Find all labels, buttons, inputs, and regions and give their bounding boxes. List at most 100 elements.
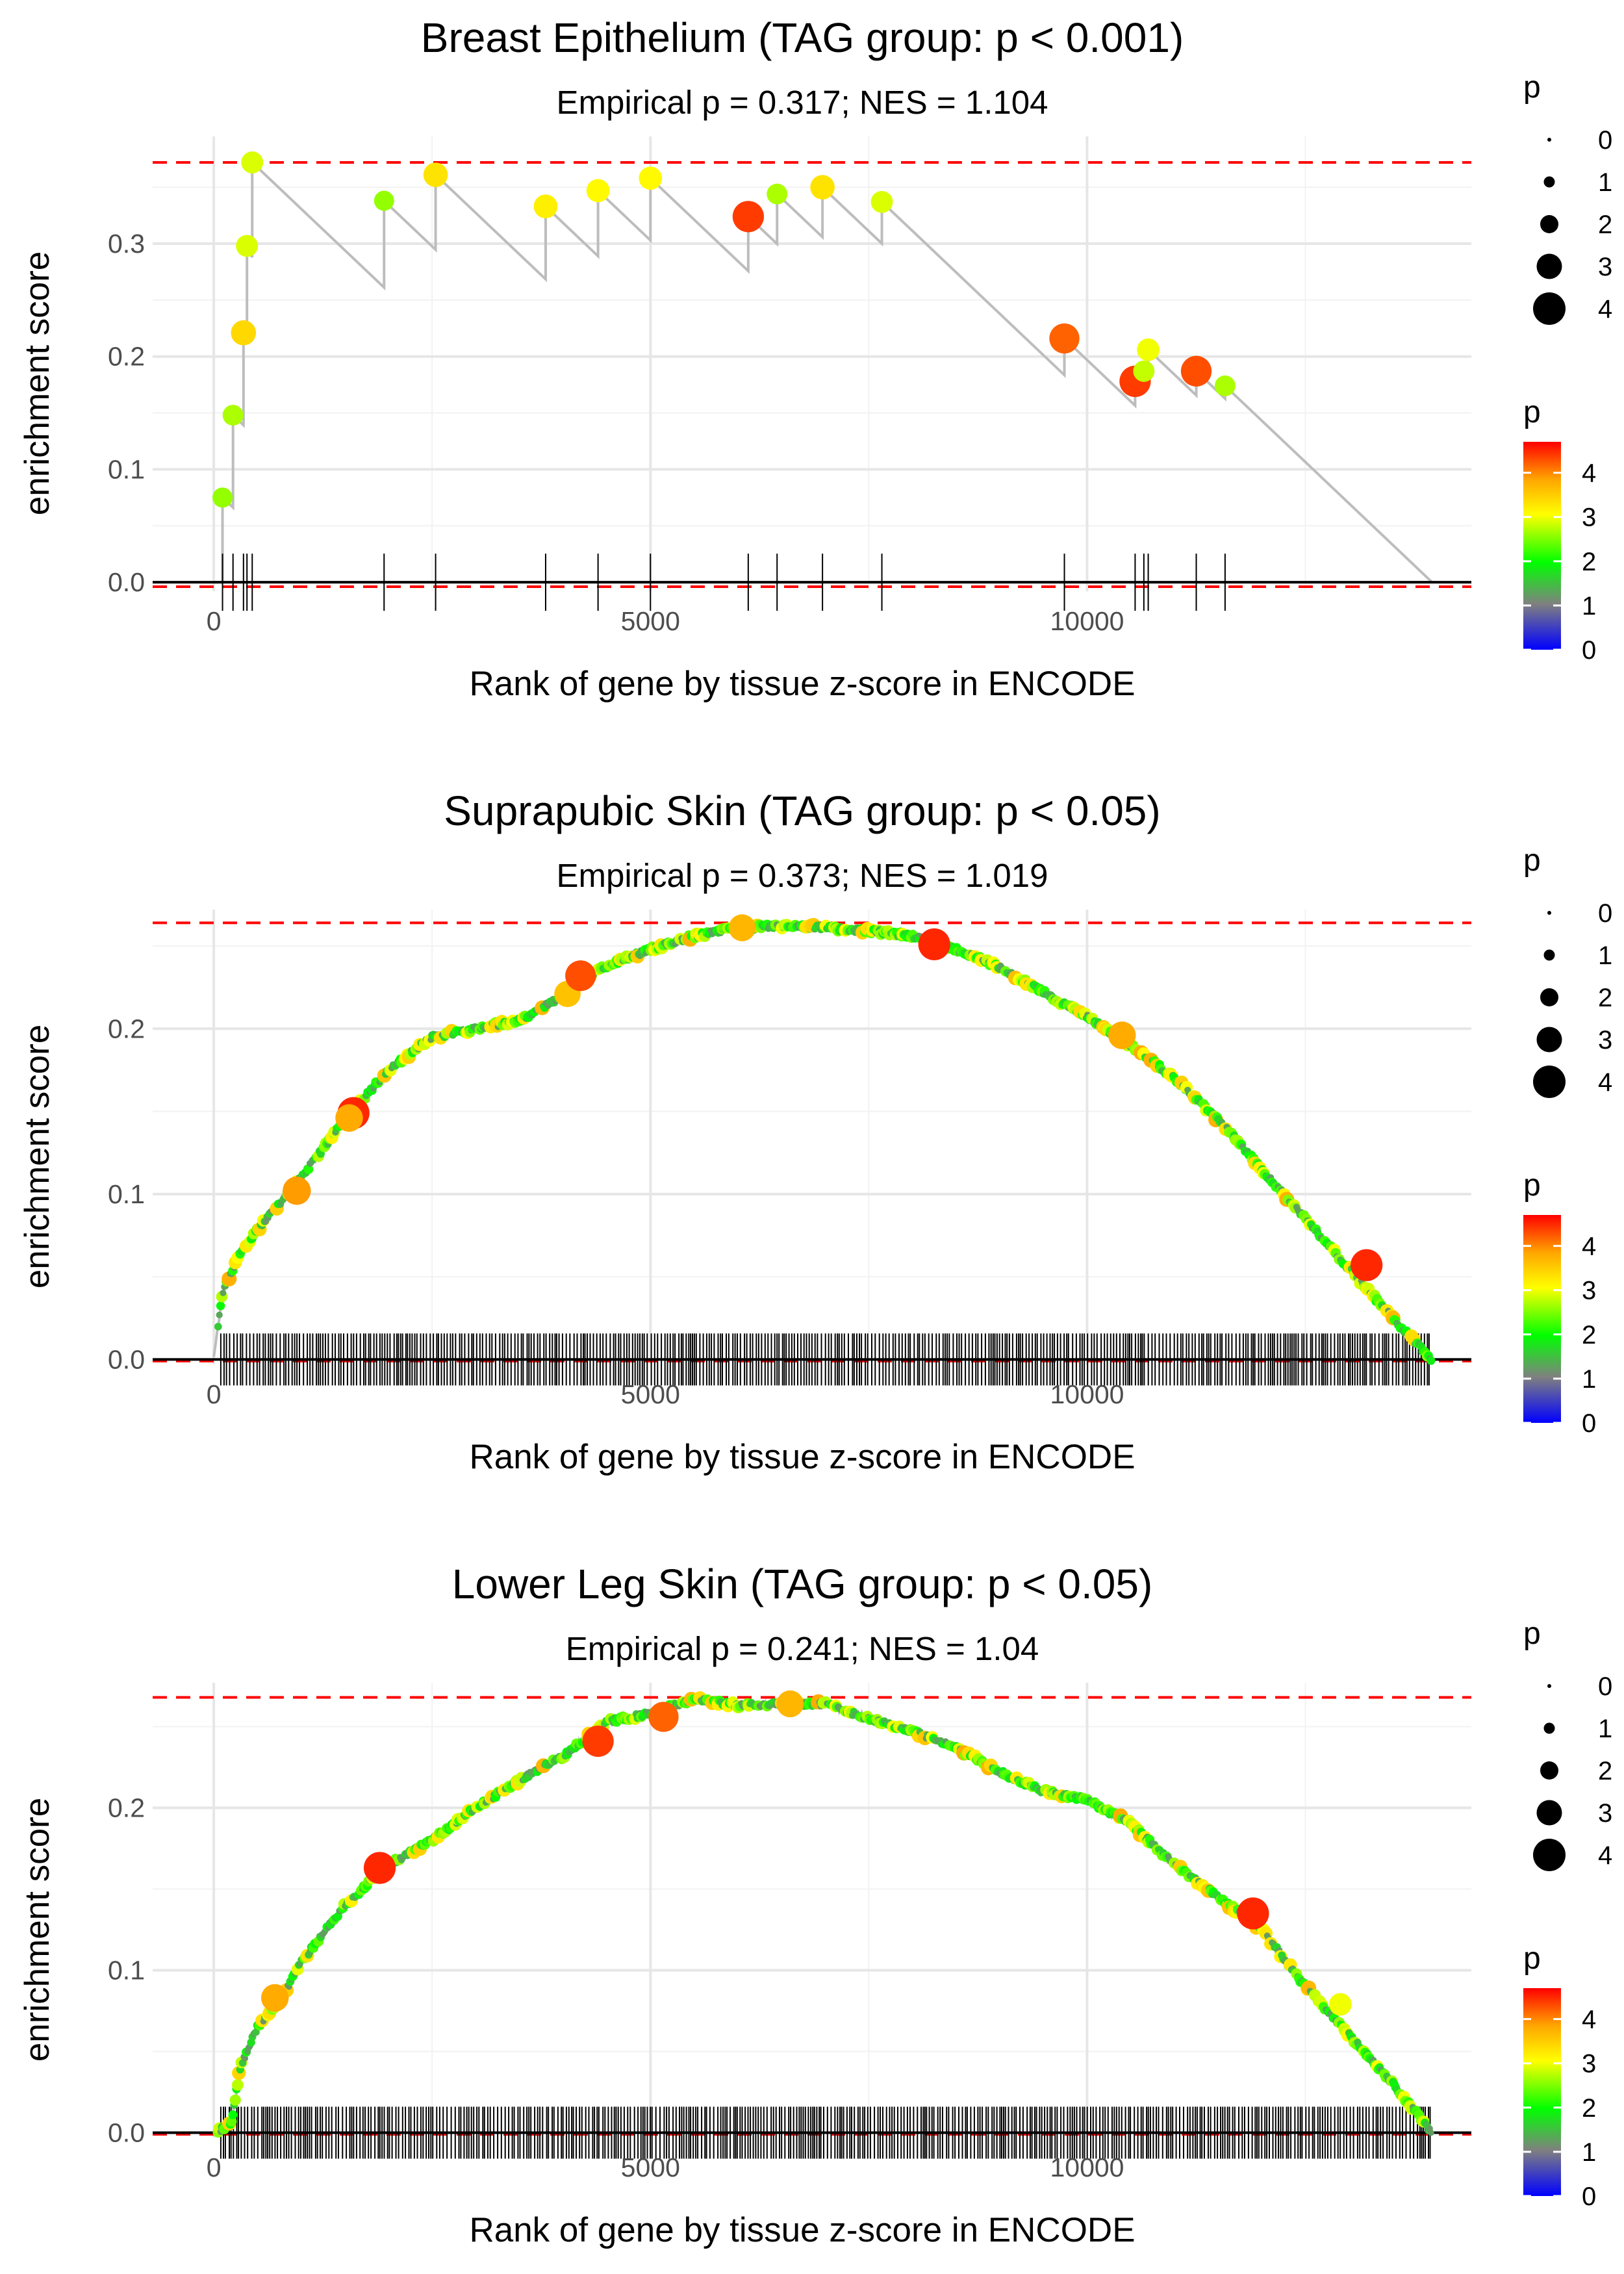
- hit-point: [1108, 1021, 1136, 1049]
- legend: p 0 1 2 3 4 p 4 3 2 1 0: [1523, 1616, 1612, 2211]
- size-legend-key: [1540, 988, 1558, 1006]
- hit-point: [216, 1301, 225, 1310]
- y-tick-label: 0.1: [108, 454, 145, 484]
- size-legend-key: [1547, 138, 1551, 142]
- hit-point: [1427, 2129, 1434, 2136]
- hit-point: [231, 2078, 244, 2091]
- x-axis-label: Rank of gene by tissue z-score in ENCODE: [469, 2211, 1135, 2249]
- hit-point: [283, 1177, 311, 1205]
- color-legend-label: 3: [1582, 504, 1596, 532]
- hit-point: [767, 183, 788, 205]
- hit-point: [229, 2094, 241, 2106]
- hit-point: [565, 960, 596, 991]
- hit-point: [260, 1984, 289, 2012]
- hit-point: [228, 2110, 238, 2119]
- color-legend-bar: [1523, 442, 1561, 650]
- color-legend-bar: [1523, 1988, 1561, 2196]
- hit-point: [1427, 1356, 1436, 1365]
- hit-point: [242, 2055, 249, 2062]
- hit-point: [728, 914, 756, 941]
- x-tick-label: 0: [207, 2153, 222, 2182]
- size-legend-title: p: [1523, 1616, 1541, 1651]
- hit-point: [1351, 1249, 1383, 1281]
- size-legend-label: 3: [1598, 253, 1612, 281]
- y-tick-label: 0.0: [108, 2118, 145, 2148]
- panel-lower-leg-skin: Lower Leg Skin (TAG group: p < 0.05) Emp…: [18, 1561, 1612, 2249]
- y-tick-label: 0.1: [108, 1179, 145, 1209]
- hit-point: [639, 166, 663, 190]
- plot-marks: [153, 151, 1471, 611]
- hit-point: [303, 1164, 314, 1174]
- size-legend-label: 4: [1598, 295, 1612, 324]
- hit-point: [363, 1852, 396, 1884]
- size-legend-key: [1536, 1027, 1562, 1053]
- plot-marks: [153, 914, 1471, 1386]
- size-legend-label: 1: [1598, 168, 1612, 197]
- size-legend-key: [1540, 215, 1558, 233]
- color-legend-title: p: [1523, 1168, 1541, 1203]
- hit-point: [212, 487, 233, 508]
- x-tick-label: 10000: [1050, 2153, 1124, 2182]
- hit-point: [214, 1323, 222, 1331]
- size-legend-key: [1536, 253, 1562, 279]
- size-legend-key: [1540, 1761, 1558, 1780]
- color-legend-label: 1: [1582, 2138, 1596, 2167]
- legend: p 0 1 2 3 4 p 4 3 2 1 0: [1523, 843, 1612, 1438]
- hit-point: [216, 1311, 223, 1319]
- chart-subtitle: Empirical p = 0.241; NES = 1.04: [566, 1630, 1039, 1667]
- color-legend-bar: [1523, 1215, 1561, 1423]
- hit-point: [533, 194, 558, 219]
- hit-point: [1137, 338, 1160, 361]
- axis-ticks: 0 5000 10000 0.0 0.1 0.2: [108, 1014, 1124, 1409]
- size-legend-key: [1533, 1066, 1566, 1098]
- panel-suprapubic-skin: Suprapubic Skin (TAG group: p < 0.05) Em…: [18, 787, 1612, 1476]
- size-legend-key: [1536, 1800, 1562, 1826]
- color-legend-title: p: [1523, 395, 1541, 429]
- y-tick-label: 0.2: [108, 1793, 145, 1823]
- chart-title: Breast Epithelium (TAG group: p < 0.001): [421, 14, 1184, 61]
- x-tick-label: 10000: [1050, 606, 1124, 636]
- x-axis-label: Rank of gene by tissue z-score in ENCODE: [469, 665, 1135, 703]
- y-tick-label: 0.0: [108, 1344, 145, 1374]
- color-legend-label: 0: [1582, 2182, 1596, 2211]
- hit-point: [776, 1690, 804, 1718]
- color-legend-label: 4: [1582, 1233, 1596, 1261]
- x-tick-label: 5000: [621, 1379, 680, 1409]
- size-legend-label: 2: [1598, 211, 1612, 239]
- legend: p 0 1 2 3 4 p 4 3 2 1 0: [1523, 70, 1612, 665]
- chart-title: Lower Leg Skin (TAG group: p < 0.05): [452, 1561, 1153, 1607]
- color-legend-label: 1: [1582, 592, 1596, 620]
- x-tick-label: 0: [207, 606, 222, 636]
- hit-point: [423, 162, 448, 187]
- size-legend-label: 0: [1598, 1672, 1612, 1701]
- x-tick-label: 10000: [1050, 1379, 1124, 1409]
- size-legend-label: 2: [1598, 1757, 1612, 1785]
- running-es-line: [212, 919, 1432, 1362]
- size-legend-label: 2: [1598, 984, 1612, 1012]
- size-legend-key: [1543, 949, 1555, 961]
- hit-point: [333, 1911, 342, 1921]
- y-tick-label: 0.1: [108, 1956, 145, 1986]
- x-tick-label: 5000: [621, 606, 680, 636]
- hit-point: [586, 179, 610, 203]
- hit-point: [1328, 1993, 1352, 2016]
- size-legend-title: p: [1523, 70, 1541, 105]
- plot-grid: [153, 1683, 1471, 2138]
- y-axis-label: enrichment score: [18, 1798, 57, 2062]
- color-legend-label: 2: [1582, 548, 1596, 576]
- x-tick-label: 5000: [621, 2153, 680, 2182]
- hit-point: [236, 235, 259, 257]
- x-tick-label: 0: [207, 1379, 222, 1409]
- y-tick-label: 0.3: [108, 229, 145, 259]
- hit-point: [1049, 323, 1080, 354]
- color-legend-label: 3: [1582, 1277, 1596, 1305]
- hit-point: [374, 190, 394, 211]
- hit-point: [220, 1289, 227, 1297]
- size-legend-label: 1: [1598, 941, 1612, 970]
- color-legend-label: 0: [1582, 636, 1596, 665]
- hit-point: [1237, 1897, 1269, 1930]
- chart-subtitle: Empirical p = 0.317; NES = 1.104: [557, 84, 1048, 121]
- color-legend-label: 4: [1582, 459, 1596, 488]
- size-legend-key: [1547, 911, 1551, 915]
